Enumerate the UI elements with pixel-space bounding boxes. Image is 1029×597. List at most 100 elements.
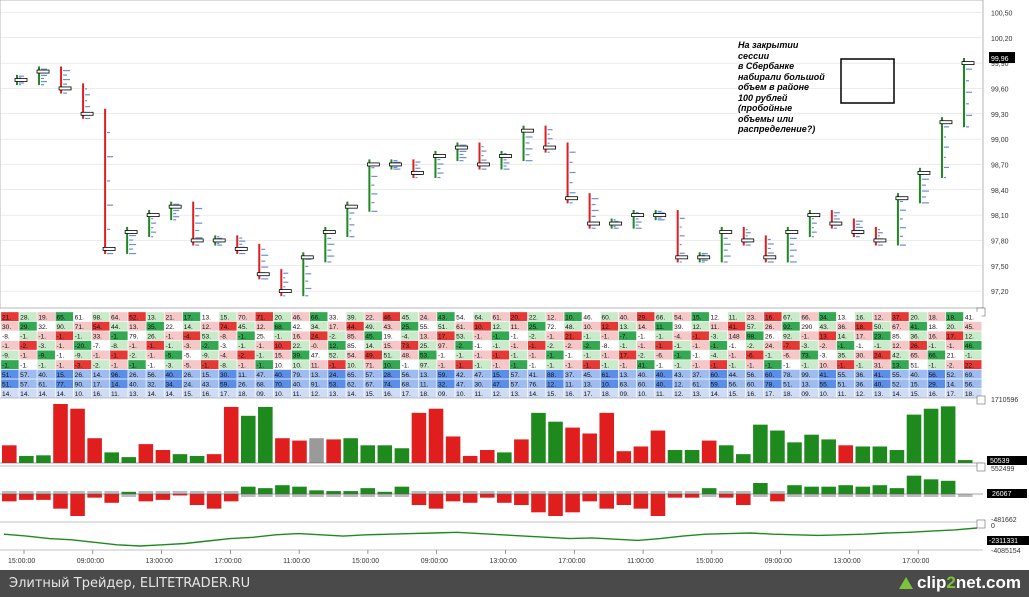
time-tick-label: 15:00:00 bbox=[696, 558, 723, 565]
footprint-cell bbox=[545, 331, 564, 341]
footprint-cell-text: 11. bbox=[511, 324, 520, 331]
profile-row bbox=[679, 226, 682, 228]
delta-bar bbox=[923, 479, 939, 494]
footprint-cell bbox=[945, 331, 964, 341]
footprint-cell bbox=[37, 369, 56, 379]
footprint-cell bbox=[473, 340, 492, 351]
profile-row bbox=[195, 222, 203, 224]
footprint-cell-text: -7. bbox=[93, 343, 101, 350]
footprint-cell-text: 13. bbox=[820, 334, 829, 341]
close-marker bbox=[300, 255, 314, 260]
footprint-cell bbox=[382, 331, 401, 341]
profile-row bbox=[657, 217, 662, 219]
close-marker bbox=[499, 154, 512, 158]
footprint-cell bbox=[636, 331, 655, 341]
footprint-cell-text: -1. bbox=[765, 353, 773, 360]
footprint-cell bbox=[73, 340, 92, 351]
footprint-cell-text: 17. bbox=[329, 324, 338, 331]
footprint-cell bbox=[745, 359, 764, 370]
profile-row bbox=[877, 229, 880, 231]
profile-row bbox=[569, 151, 576, 153]
footprint-cell-text: -1. bbox=[111, 334, 119, 341]
footprint-cell bbox=[109, 311, 128, 322]
footprint-cell-text: -1. bbox=[147, 343, 155, 350]
price-tick-label: 97,80 bbox=[991, 238, 1009, 245]
footprint-cell bbox=[164, 311, 183, 322]
profile-row bbox=[503, 165, 507, 167]
footprint-cell bbox=[745, 340, 764, 351]
footprint-cell bbox=[200, 379, 219, 389]
footprint-cell-text: 43. bbox=[384, 324, 393, 331]
footprint-cell bbox=[800, 331, 819, 341]
delta-bar bbox=[258, 488, 273, 494]
profile-row bbox=[591, 209, 599, 212]
footprint-cell-text: 98. bbox=[747, 334, 756, 341]
footprint-cell bbox=[146, 311, 165, 322]
footprint-cell bbox=[909, 350, 928, 360]
footprint-cell bbox=[727, 311, 746, 322]
footprint-cell-text: -1. bbox=[929, 343, 937, 350]
delta-bar bbox=[855, 486, 871, 494]
footprint-cell-text: 66. bbox=[801, 314, 810, 321]
footprint-cell-text: 26. bbox=[910, 343, 919, 350]
footprint-cell-text: 53. bbox=[329, 382, 338, 389]
profile-row bbox=[921, 196, 926, 198]
footprint-cell-text: 35. bbox=[147, 324, 156, 331]
footprint-cell-text: 48. bbox=[402, 353, 411, 360]
footprint-cell-text: -1. bbox=[583, 362, 591, 369]
delta-shadow bbox=[2, 491, 17, 494]
footprint-cell-text: 15. bbox=[910, 382, 919, 389]
footprint-cell-text: 78. bbox=[765, 382, 774, 389]
close-marker bbox=[785, 230, 799, 234]
footprint-cell bbox=[364, 331, 383, 341]
footprint-cell-text: -9. bbox=[2, 353, 10, 360]
footprint-cell-text: -1. bbox=[711, 362, 719, 369]
footprint-cell bbox=[673, 369, 692, 379]
profile-row bbox=[679, 217, 685, 219]
footprint-cell-text: -1. bbox=[38, 362, 46, 369]
footprint-cell-text: -2. bbox=[202, 343, 210, 350]
footprint-cell bbox=[200, 369, 219, 379]
footprint-cell bbox=[909, 311, 928, 322]
footprint-cell bbox=[854, 359, 873, 370]
delta-shadow bbox=[667, 491, 683, 494]
footprint-cell-text: 28. bbox=[20, 314, 29, 321]
footprint-cell-text: 68. bbox=[402, 382, 411, 389]
footprint-cell bbox=[327, 359, 346, 370]
footprint-cell bbox=[927, 331, 946, 341]
footprint-cell-text: 18. bbox=[929, 324, 938, 331]
close-marker bbox=[102, 246, 116, 251]
delta-bar bbox=[206, 494, 222, 509]
volume-profile bbox=[943, 126, 949, 179]
footprint-cell bbox=[800, 350, 819, 360]
profile-row bbox=[107, 228, 111, 230]
footprint-cell-text: 45. bbox=[965, 324, 974, 331]
footprint-cell bbox=[636, 311, 655, 322]
profile-row bbox=[701, 261, 705, 263]
footprint-cell bbox=[237, 359, 256, 370]
delta-bar bbox=[479, 494, 495, 498]
time-tick-label: 15:00:00 bbox=[352, 558, 379, 565]
clip2net-logo[interactable]: clip2net.com bbox=[899, 573, 1021, 593]
footprint-cell-text: 148 bbox=[729, 334, 740, 341]
footprint-cell-text: -1. bbox=[129, 362, 137, 369]
footprint-cell-text: 24. bbox=[311, 334, 320, 341]
profile-row bbox=[635, 227, 642, 229]
footprint-cell-text: 14. bbox=[20, 391, 29, 398]
profile-row bbox=[877, 232, 883, 234]
price-tick-label: 99,90 bbox=[991, 61, 1009, 68]
footprint-cell-text: 42. bbox=[456, 372, 465, 379]
profile-row bbox=[899, 244, 906, 246]
profile-row bbox=[921, 178, 929, 180]
footprint-cell bbox=[709, 331, 728, 341]
panel-close-icon bbox=[976, 395, 986, 405]
footprint-cell bbox=[237, 379, 256, 389]
footprint-cell bbox=[0, 359, 19, 370]
profile-row bbox=[217, 237, 223, 239]
footprint-cell-text: -1. bbox=[947, 343, 955, 350]
footprint-cell-text: -2. bbox=[238, 353, 246, 360]
profile-row bbox=[613, 219, 616, 221]
footprint-cell bbox=[0, 321, 19, 331]
footprint-cell bbox=[818, 311, 837, 322]
footprint-cell bbox=[473, 331, 492, 341]
